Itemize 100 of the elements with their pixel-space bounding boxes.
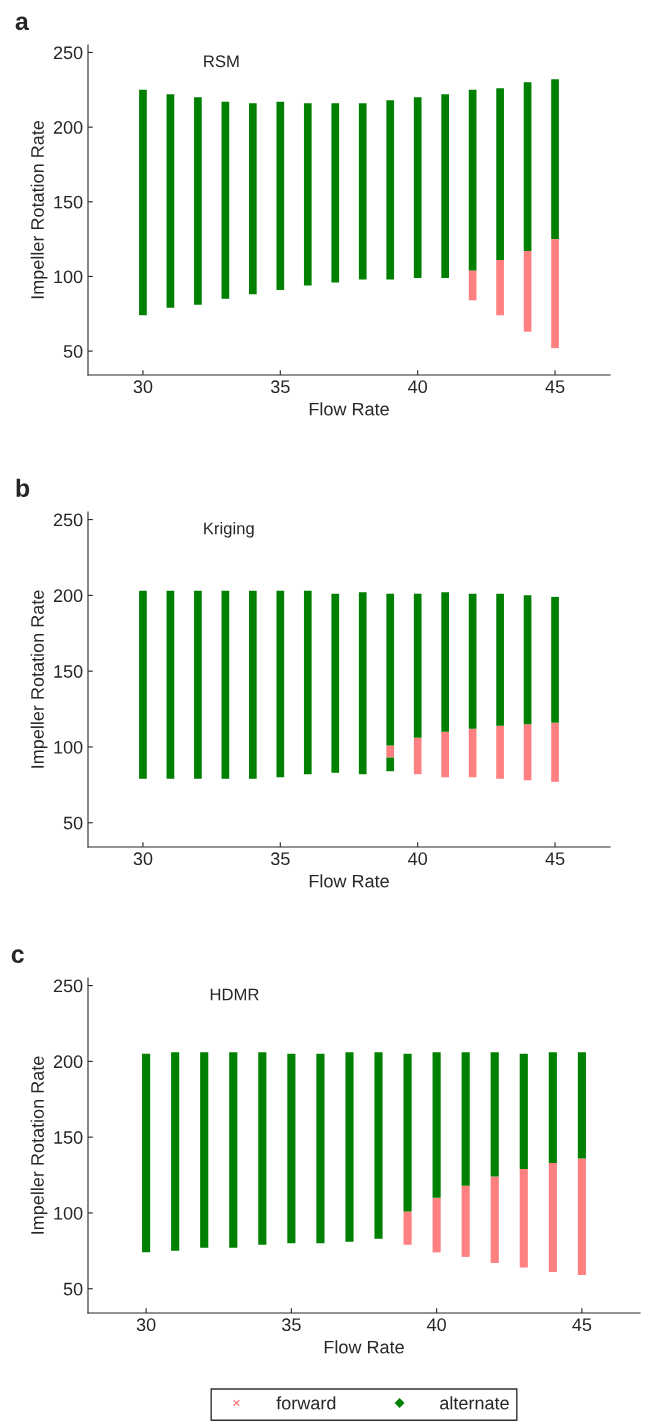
bar — [519, 1169, 528, 1268]
bar — [468, 270, 477, 301]
bar — [276, 101, 285, 290]
bar — [519, 1053, 528, 1169]
y-tick-label: 100 — [54, 1206, 83, 1220]
bar — [139, 89, 147, 316]
y-tick-label: 50 — [63, 816, 83, 830]
y-axis-title: Impeller Rotation Rate — [30, 120, 48, 299]
bar — [139, 590, 147, 779]
text: Kriging — [204, 522, 254, 538]
text: b — [16, 478, 30, 498]
y-tick-label: 50 — [63, 345, 83, 358]
legend-label: forward — [276, 1396, 336, 1410]
bar — [303, 590, 312, 775]
legend-label: alternate — [440, 1396, 509, 1410]
bar — [441, 731, 449, 778]
bar — [441, 592, 449, 732]
bar — [468, 728, 477, 778]
bar — [331, 593, 340, 773]
bar — [548, 1052, 557, 1163]
bar — [577, 1158, 586, 1276]
bar — [551, 596, 559, 723]
bar — [551, 239, 559, 349]
bar — [490, 1176, 499, 1263]
y-tick-label: 250 — [53, 46, 83, 60]
y-tick-label: 200 — [53, 121, 83, 134]
chart-title: HDMR — [210, 988, 259, 1001]
bar — [316, 1053, 325, 1244]
bar — [577, 1052, 586, 1159]
bar — [386, 593, 395, 746]
x-tick-label: 45 — [545, 852, 565, 866]
bar — [358, 592, 367, 775]
bar — [523, 82, 532, 252]
bar — [171, 1052, 180, 1251]
y-tick-label: 150 — [54, 665, 83, 678]
y-tick-label: 100 — [54, 740, 83, 754]
bar — [403, 1053, 412, 1212]
chart-title: RSM — [204, 55, 239, 68]
bar — [432, 1197, 441, 1253]
bar — [548, 1162, 557, 1273]
bar — [331, 103, 340, 283]
bar — [461, 1052, 470, 1186]
bar — [496, 593, 504, 726]
x-axis-title: Flow Rate — [309, 402, 389, 416]
bar — [142, 1053, 151, 1253]
bar — [496, 725, 504, 779]
x-tick-label: 30 — [133, 852, 153, 866]
bar — [229, 1052, 238, 1248]
y-tick-label: 150 — [54, 1131, 83, 1144]
bar — [386, 757, 395, 772]
x-tick-label: 45 — [545, 380, 565, 394]
bar — [386, 100, 395, 280]
bar — [386, 745, 395, 758]
bar — [303, 103, 312, 286]
x-tick-label: 30 — [133, 380, 153, 394]
bar — [258, 1052, 267, 1245]
bar — [358, 103, 367, 280]
bar — [374, 1052, 383, 1239]
bar — [461, 1185, 470, 1257]
bar — [490, 1052, 499, 1177]
x-tick-label: 35 — [270, 380, 290, 394]
bar — [468, 89, 477, 271]
bar — [413, 593, 422, 738]
bar — [345, 1052, 354, 1242]
bar — [249, 103, 257, 295]
bar — [413, 97, 422, 278]
bar — [194, 590, 202, 779]
y-tick-label: 200 — [53, 589, 83, 603]
x-axis-title: Flow Rate — [309, 874, 389, 888]
bar — [523, 251, 532, 332]
bar — [249, 590, 257, 779]
y-tick-label: 250 — [53, 979, 83, 993]
y-axis-title: Impeller Rotation Rate — [30, 1056, 48, 1234]
x-tick-label: 40 — [408, 852, 428, 866]
bar — [200, 1052, 209, 1248]
bar — [287, 1053, 296, 1244]
bar — [523, 595, 532, 725]
bar — [413, 737, 422, 775]
bar — [468, 593, 477, 729]
y-tick-label: 150 — [54, 195, 83, 209]
x-tick-label: 30 — [136, 1318, 156, 1332]
bar — [551, 722, 559, 782]
x-tick-label: 35 — [282, 1318, 301, 1332]
y-tick-label: 100 — [54, 270, 83, 284]
bar — [166, 94, 175, 308]
y-tick-label: 250 — [53, 513, 83, 527]
x-axis-title: Flow Rate — [324, 1340, 404, 1354]
bar — [432, 1052, 441, 1198]
bar — [496, 88, 504, 261]
x-tick-label: 40 — [408, 380, 428, 394]
bar — [496, 260, 504, 316]
text: c — [11, 949, 24, 964]
bar — [551, 79, 559, 240]
bar — [194, 97, 202, 305]
x-tick-label: 35 — [270, 852, 290, 866]
bar — [166, 590, 175, 779]
bar — [403, 1211, 412, 1245]
y-axis-title: Impeller Rotation Rate — [30, 590, 48, 768]
y-tick-label: 200 — [53, 1055, 83, 1069]
y-tick-label: 50 — [63, 1282, 83, 1296]
